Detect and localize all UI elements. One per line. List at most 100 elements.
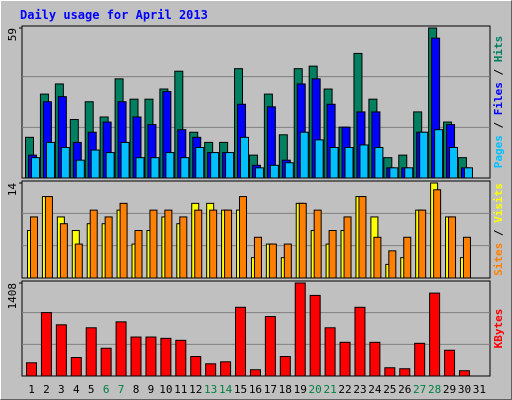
bar [240,136,250,179]
bar [90,149,100,179]
bar [339,341,351,377]
legend: Pages / Files / Hits [492,36,505,169]
bar [165,152,175,179]
bar [448,216,457,279]
x-tick-label: 7 [118,383,125,396]
bar [343,216,352,279]
x-tick-label: 31 [473,383,486,396]
bar [160,337,172,377]
bar [449,146,459,179]
plot-area [21,280,491,377]
bar [224,209,233,279]
bar [324,327,336,377]
bar [309,294,321,377]
x-tick-label: 27 [413,383,426,396]
x-tick-label: 6 [103,383,110,396]
x-tick-label: 24 [368,383,382,396]
bar [344,146,354,179]
bar [149,209,158,279]
bar [119,202,128,279]
bar [205,363,217,377]
bar [358,196,367,279]
x-tick-label: 11 [174,383,187,396]
bar [70,357,82,377]
y-tick-label: 14 [6,183,19,197]
x-tick-label: 22 [338,383,351,396]
bar [283,243,292,279]
bar [59,223,68,279]
bar [134,230,143,279]
bar [31,157,40,179]
bar [100,347,112,377]
bar [175,339,187,377]
bar [279,356,291,377]
bar [195,146,205,179]
x-tick-label: 15 [234,383,247,396]
bar [220,361,232,377]
bar [40,312,52,377]
legend-entry: Visits [492,183,505,223]
legend-separator: / [492,223,505,243]
x-tick-label: 17 [264,383,277,396]
x-tick-label: 30 [458,383,471,396]
bar [164,209,173,279]
bar [434,129,444,179]
x-tick-label: 1 [28,383,35,396]
legend-entry: Files [492,82,505,115]
bar [299,131,309,179]
bar [418,209,427,279]
x-tick-label: 8 [133,383,140,396]
x-tick-label: 28 [428,383,441,396]
legend: Sites / Visits [492,183,505,276]
x-tick-label: 14 [219,383,233,396]
legend-separator: / [492,62,505,82]
bar [329,146,339,179]
bar [404,167,414,179]
bar [384,367,396,377]
x-tick-label: 5 [88,383,95,396]
bar [313,209,322,279]
x-tick-label: 9 [148,383,155,396]
bar [130,336,142,377]
legend-entry: Sites [492,243,505,276]
x-tick-label: 18 [279,383,292,396]
x-tick-label: 3 [58,383,65,396]
bar [433,189,442,279]
x-tick-label: 10 [159,383,172,396]
bar [74,243,83,279]
bar [249,369,261,377]
bar [135,157,145,179]
legend-entry: KBytes [492,309,505,349]
x-tick-label: 20 [309,383,322,396]
bar [314,139,324,179]
bar [145,336,157,377]
legend-entry: Pages [492,135,505,168]
bar [444,349,456,377]
bar [388,250,397,279]
x-tick-label: 26 [398,383,411,396]
y-tick-label: 59 [6,28,19,41]
bar [104,216,113,279]
bar [120,141,130,179]
x-tick-label: 13 [204,383,217,396]
bar [210,152,220,179]
bar [55,324,67,377]
x-tick-label: 21 [323,383,336,396]
bar [190,356,202,377]
legend-separator: / [492,115,505,135]
x-tick-label: 23 [353,383,366,396]
bar [429,292,441,377]
x-tick-label: 16 [249,383,262,396]
bar [235,306,247,377]
bar [374,146,384,179]
x-tick-label: 29 [443,383,456,396]
bar [209,209,218,279]
x-tick-label: 25 [383,383,396,396]
bar [389,167,399,179]
bar [180,157,190,179]
bar [328,230,337,279]
bar [403,236,412,279]
bar [44,196,53,279]
